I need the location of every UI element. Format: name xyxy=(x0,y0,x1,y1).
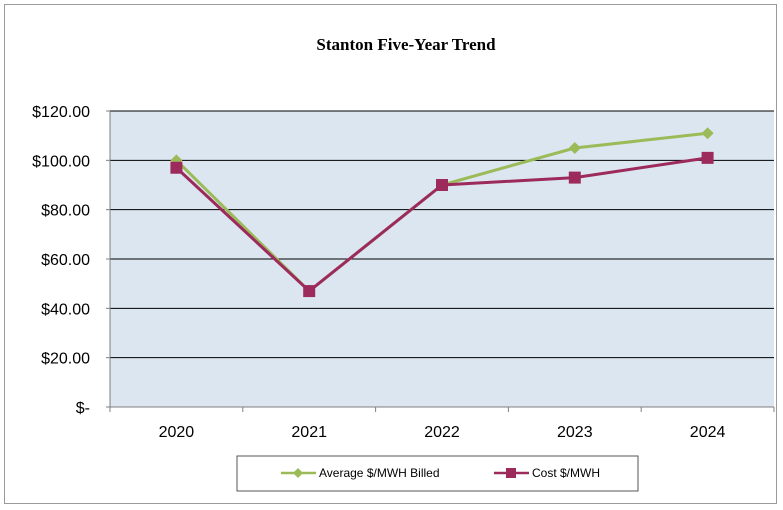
chart-title: Stanton Five-Year Trend xyxy=(316,35,496,54)
y-tick-label: $- xyxy=(76,400,90,417)
gridlines xyxy=(110,110,774,359)
legend-label-0: Average $/MWH Billed xyxy=(319,466,440,480)
data-point xyxy=(170,161,183,174)
legend-label-1: Cost $/MWH xyxy=(532,466,600,480)
legend-marker-0 xyxy=(293,468,303,478)
data-point xyxy=(568,142,581,154)
legend-marker-1 xyxy=(506,468,516,478)
data-point xyxy=(436,179,448,191)
y-tick-label: $20.00 xyxy=(41,351,90,368)
y-tick-label: $120.00 xyxy=(32,104,90,121)
y-axis-ticks: $- $20.00 $40.00 $60.00 $80.00 $100.00 $120.00 xyxy=(32,104,90,417)
legend-item-0: Average $/MWH Billed xyxy=(281,466,440,480)
x-tick-label: 2022 xyxy=(424,424,460,441)
data-point xyxy=(303,285,316,298)
series xyxy=(170,127,714,298)
x-tick-label: 2020 xyxy=(159,424,195,441)
y-tick-label: $80.00 xyxy=(41,203,90,220)
data-point xyxy=(701,151,714,164)
y-tick-label: $100.00 xyxy=(32,153,90,170)
y-tick-label: $40.00 xyxy=(41,301,90,318)
data-point xyxy=(568,171,581,184)
series-1 xyxy=(170,151,714,298)
x-tick-label: 2024 xyxy=(690,424,726,441)
x-axis-ticks: 2020 2021 2022 2023 2024 xyxy=(159,424,726,441)
x-tick-label: 2021 xyxy=(291,424,327,441)
legend-item-1: Cost $/MWH xyxy=(494,466,600,480)
y-tick-label: $60.00 xyxy=(41,252,90,269)
x-tick-label: 2023 xyxy=(557,424,593,441)
data-point xyxy=(701,127,714,140)
axes xyxy=(106,110,775,412)
